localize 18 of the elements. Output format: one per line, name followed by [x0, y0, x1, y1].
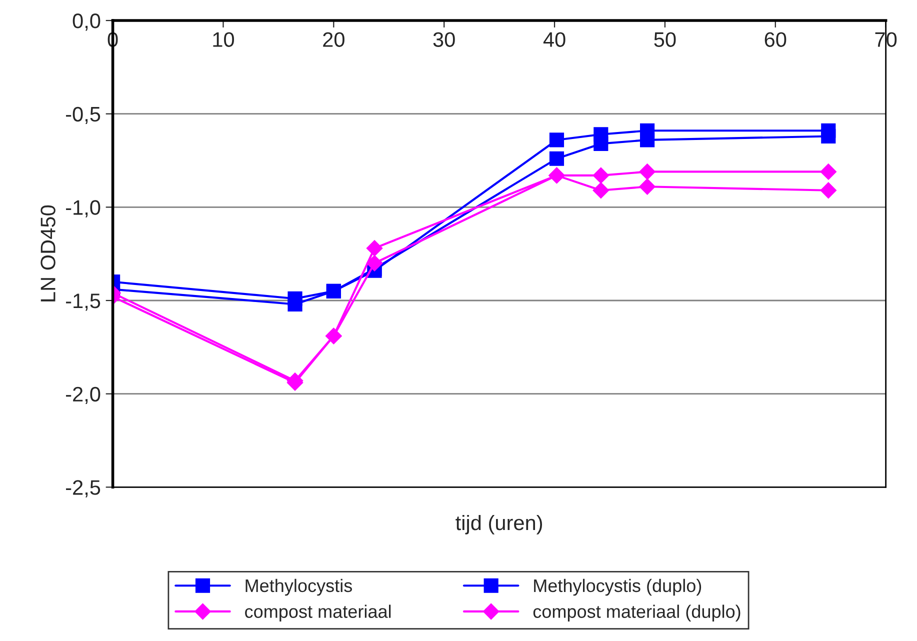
x-tick-label: 20: [323, 32, 344, 47]
y-tick-label: -0,5: [66, 106, 100, 124]
legend-label: compost materiaal (duplo): [533, 604, 740, 622]
legend-label: Methylocystis: [246, 578, 352, 596]
y-tick-label: -1,5: [66, 294, 100, 311]
x-tick-label: 60: [764, 32, 786, 47]
y-axis-title: LN OD450: [40, 205, 56, 302]
y-tick-label: -1,0: [66, 200, 100, 218]
legend-label: Methylocystis (duplo): [534, 578, 702, 596]
x-tick-label: 40: [543, 32, 566, 47]
x-axis-title: tijd (uren): [456, 514, 542, 534]
legend-label: compost materiaal: [245, 604, 391, 622]
x-tick-label: 50: [654, 32, 676, 47]
x-tick-label: 10: [213, 32, 234, 47]
y-tick-label: -2,0: [66, 386, 100, 404]
y-tick-label: -2,5: [66, 480, 100, 498]
y-tick-label: 0,0: [72, 14, 100, 31]
x-tick-label: 30: [433, 32, 455, 47]
